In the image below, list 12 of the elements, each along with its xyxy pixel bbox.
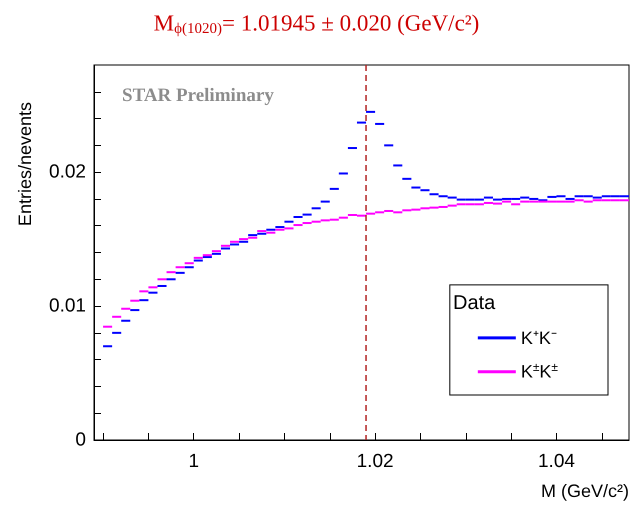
- y-tick-label: 0.01: [49, 296, 86, 317]
- annotation: STAR Preliminary: [122, 85, 274, 106]
- x-tick-label: 1: [188, 451, 200, 472]
- legend-title: Data: [453, 292, 496, 314]
- x-axis-title: M (GeV/c²): [541, 481, 629, 501]
- x-tick-label: 1.04: [538, 451, 576, 472]
- y-tick-label: 0.02: [49, 162, 86, 183]
- y-tick-label: 0: [75, 430, 86, 450]
- y-axis-title: Entries/nevents: [15, 102, 35, 226]
- x-tick-label: 1.02: [356, 451, 394, 472]
- legend-label: K±K±: [520, 360, 558, 382]
- legend-label: K⁺K⁻: [520, 328, 557, 348]
